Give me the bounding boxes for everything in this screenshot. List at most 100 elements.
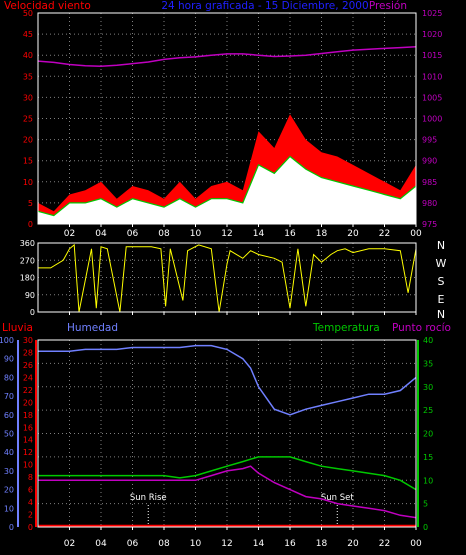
humidity-line bbox=[38, 344, 417, 416]
compass-n-bottom: N bbox=[437, 308, 445, 321]
pressure-line bbox=[37, 46, 417, 67]
compass-n-top: N bbox=[437, 239, 445, 252]
rain-title: Lluvia bbox=[2, 322, 33, 334]
rain-left-ytick-label: 6 bbox=[28, 486, 33, 495]
rain-left-ytick-label: 28 bbox=[23, 348, 33, 357]
pressure-right-ytick-label: 1000 bbox=[422, 115, 442, 124]
rain-left-ytick-label: 20 bbox=[23, 398, 33, 407]
temperature-right-ytick-label: 35 bbox=[423, 359, 433, 368]
rain-left-ytick-label: 10 bbox=[23, 461, 33, 470]
wind-xtick-label: 20 bbox=[347, 229, 359, 239]
humidity-xtick-label: 18 bbox=[316, 539, 328, 549]
rain-left-ytick-label: 16 bbox=[23, 423, 33, 432]
wind-xtick-label: 06 bbox=[127, 229, 139, 239]
wind-left-ytick-label: 20 bbox=[23, 136, 33, 145]
humidity-xtick-label: 10 bbox=[190, 539, 202, 549]
humidity-xtick-label: 02 bbox=[64, 539, 75, 549]
wind-xtick-label: 18 bbox=[316, 229, 328, 239]
humidity-left-ytick-label: 0 bbox=[9, 523, 14, 532]
temperature-title: Temperatura bbox=[312, 322, 380, 334]
wind-direction-line bbox=[38, 243, 417, 313]
pressure-right-ytick-label: 975 bbox=[422, 220, 437, 229]
wind-xtick-label: 14 bbox=[253, 229, 265, 239]
wind-left-ytick-label: 5 bbox=[28, 199, 33, 208]
dewpoint-title: Punto rocío bbox=[392, 322, 451, 334]
humidity-left-ytick-label: 10 bbox=[4, 504, 14, 513]
wind-left-ytick-label: 30 bbox=[23, 93, 33, 102]
direction-left-ytick-label: 0 bbox=[30, 308, 35, 317]
wind-left-ytick-label: 50 bbox=[23, 9, 33, 18]
compass-e: E bbox=[438, 293, 445, 306]
wind-frame bbox=[37, 12, 417, 225]
rain-left-ytick-label: 14 bbox=[23, 436, 33, 445]
wind-xtick-label: 12 bbox=[221, 229, 232, 239]
wind-left-ytick-label: 25 bbox=[23, 115, 33, 124]
humidity-left-ytick-label: 60 bbox=[4, 411, 14, 420]
compass-w: W bbox=[436, 257, 447, 270]
wind-xtick-label: 02 bbox=[64, 229, 75, 239]
direction-left-ytick-label: 360 bbox=[20, 239, 35, 248]
humidity-xtick-label: 08 bbox=[158, 539, 170, 549]
humidity-xtick-label: 16 bbox=[284, 539, 296, 549]
pressure-right-ytick-label: 990 bbox=[422, 157, 437, 166]
temperature-line bbox=[38, 456, 417, 491]
humidity-left-ytick-label: 80 bbox=[4, 373, 14, 382]
humidity-left-ytick-label: 70 bbox=[4, 392, 14, 401]
wind-direction-plot: 0 90 180 270 360 bbox=[20, 239, 417, 317]
humidity-xtick-label: 20 bbox=[347, 539, 359, 549]
rain-left-ytick-label: 22 bbox=[23, 386, 33, 395]
direction-frame bbox=[37, 242, 417, 313]
pressure-right-ytick-label: 1015 bbox=[422, 51, 442, 60]
wind-left-ytick-label: 35 bbox=[23, 72, 33, 81]
wind-xtick-label: 10 bbox=[190, 229, 202, 239]
wind-xtick-label: 00 bbox=[410, 229, 422, 239]
humidity-title: Humedad bbox=[67, 322, 118, 334]
wind-xtick-label: 16 bbox=[284, 229, 296, 239]
rain-left-ytick-label: 4 bbox=[28, 498, 33, 507]
humidity-left-ytick-label: 100 bbox=[0, 336, 14, 345]
humidity-xtick-label: 04 bbox=[95, 539, 107, 549]
wind-left-ytick-label: 15 bbox=[23, 157, 33, 166]
rain-left-ytick-label: 26 bbox=[23, 361, 33, 370]
pressure-title: Presión bbox=[369, 0, 407, 12]
rain-left-ytick-label: 18 bbox=[23, 411, 33, 420]
wind-left-ytick-label: 0 bbox=[28, 220, 33, 229]
rain-left-ytick-label: 12 bbox=[23, 448, 33, 457]
pressure-right-ytick-label: 980 bbox=[422, 199, 437, 208]
humidity-xtick-label: 06 bbox=[127, 539, 139, 549]
rain-left-ytick-label: 2 bbox=[28, 511, 33, 520]
temperature-right-ytick-label: 15 bbox=[423, 453, 433, 462]
rain-left-ytick-label: 30 bbox=[23, 336, 33, 345]
rain-left-ytick-label: 0 bbox=[28, 523, 33, 532]
chart-date-title: 24 hora graficada - 15 Diciembre, 2000 bbox=[161, 0, 368, 12]
pressure-right-ytick-label: 1020 bbox=[422, 30, 442, 39]
humidity-xtick-label: 12 bbox=[221, 539, 232, 549]
wind-xtick-label: 22 bbox=[379, 229, 390, 239]
humidity-xtick-label: 22 bbox=[379, 539, 390, 549]
temperature-right-ytick-label: 20 bbox=[423, 430, 433, 439]
direction-left-ytick-label: 180 bbox=[20, 274, 35, 283]
wind-left-ytick-label: 40 bbox=[23, 51, 33, 60]
pressure-right-ytick-label: 995 bbox=[422, 136, 437, 145]
direction-left-ytick-label: 90 bbox=[25, 291, 35, 300]
humidity-left-ytick-label: 40 bbox=[4, 448, 14, 457]
wind-average-line bbox=[37, 155, 417, 217]
wind-average-area bbox=[38, 156, 416, 224]
rain-left-ytick-label: 24 bbox=[23, 373, 33, 382]
rain-left-ytick-label: 8 bbox=[28, 473, 33, 482]
pressure-right-ytick-label: 1025 bbox=[422, 9, 442, 18]
direction-left-ytick-label: 270 bbox=[20, 256, 35, 265]
humidity-left-ytick-label: 50 bbox=[4, 430, 14, 439]
temperature-right-ytick-label: 10 bbox=[423, 476, 433, 485]
humidity-frame bbox=[37, 339, 417, 528]
temperature-right-ytick-label: 0 bbox=[423, 523, 428, 532]
humidity-xtick-label: 00 bbox=[410, 539, 422, 549]
sunset-label: Sun Set bbox=[321, 493, 354, 503]
wind-left-ytick-label: 10 bbox=[23, 178, 33, 187]
wind-xtick-label: 08 bbox=[158, 229, 170, 239]
humidity-left-ytick-label: 30 bbox=[4, 467, 14, 476]
compass-s: S bbox=[438, 275, 445, 288]
sunrise-label: Sun Rise bbox=[130, 493, 167, 503]
